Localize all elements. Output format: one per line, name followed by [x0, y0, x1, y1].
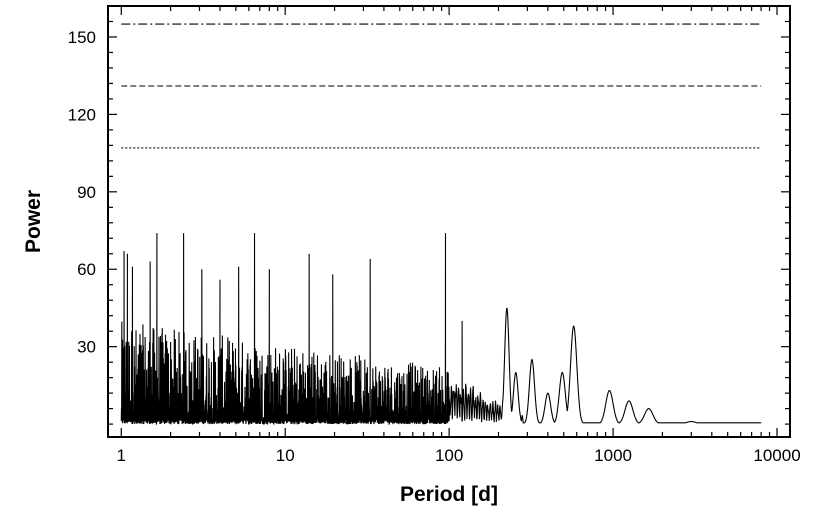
power-series-line	[120, 233, 762, 426]
x-tick-label: 10	[276, 446, 295, 465]
plot-frame	[107, 5, 791, 438]
threshold-lines	[121, 23, 762, 149]
y-tick-label: 90	[77, 183, 96, 202]
x-axis-ticks: 1 10 100 1000 10000	[117, 6, 801, 465]
x-tick-label: 10000	[753, 446, 800, 465]
power-series	[120, 233, 762, 426]
y-axis-title: Power	[22, 190, 45, 253]
x-tick-label: 100	[435, 446, 463, 465]
x-tick-label: 1	[117, 446, 126, 465]
x-axis-title: Period [d]	[400, 483, 498, 506]
y-tick-label: 150	[68, 28, 96, 47]
x-tick-label: 1000	[594, 446, 632, 465]
y-tick-label: 60	[77, 260, 96, 279]
y-tick-label: 30	[77, 338, 96, 357]
y-axis-ticks: 30 60 90 120 150	[68, 20, 790, 425]
y-tick-label: 120	[68, 105, 96, 124]
